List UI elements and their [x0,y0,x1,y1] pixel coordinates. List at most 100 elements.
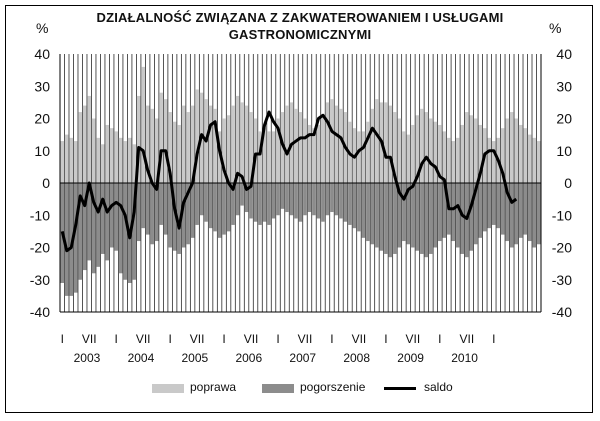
bar-poprawa [114,131,118,183]
bar-poprawa [357,131,361,183]
bar-poprawa [339,108,343,183]
bar-pogorszenie [132,183,136,280]
bar-poprawa [226,115,231,183]
bar-pogorszenie [527,183,532,242]
bar-pogorszenie [109,183,114,248]
x-tick-label-month: I [492,332,495,346]
bar-pogorszenie [334,183,339,216]
x-tick-label-month: I [276,332,279,346]
bar-pogorszenie [352,183,357,229]
y-tick-label-left: -10 [30,207,50,223]
bar-poprawa [402,131,406,183]
x-tick-label-year: 2010 [451,351,478,365]
bar-poprawa [181,105,186,183]
bar-pogorszenie [303,183,307,216]
bar-poprawa [469,115,474,183]
bar-pogorszenie [231,183,235,225]
x-tick-label-year: 2003 [74,351,101,365]
bar-pogorszenie [159,183,163,225]
bar-poprawa [222,118,226,183]
bar-pogorszenie [294,183,298,219]
bar-pogorszenie [289,183,294,216]
line-saldo [60,110,518,253]
bar-pogorszenie [186,183,190,245]
bar-pogorszenie [411,183,415,248]
saldo-line-layer [60,110,518,253]
bar-pogorszenie [82,183,87,271]
bar-pogorszenie [105,183,109,261]
bar-poprawa [442,131,447,183]
bar-pogorszenie [136,183,141,242]
bar-pogorszenie [433,183,438,248]
y-tick-label-right: 10 [556,143,572,159]
bar-poprawa [168,112,172,183]
bar-pogorszenie [168,183,172,248]
bar-pogorszenie [420,183,424,254]
bar-pogorszenie [361,183,366,238]
bar-poprawa [451,141,456,183]
bar-poprawa [285,105,289,183]
y-tick-label-left: 20 [34,111,50,127]
bar-pogorszenie [87,183,92,261]
bar-pogorszenie [204,183,208,222]
x-tick-label-month: I [222,332,225,346]
x-tick-label-month: I [115,332,118,346]
bar-poprawa [64,134,69,183]
y-tick-label-right: -30 [552,272,572,288]
bar-pogorszenie [316,183,321,219]
bar-poprawa [262,128,267,183]
bar-pogorszenie [123,183,127,280]
bar-pogorszenie [492,183,496,225]
y-tick-label-right: 40 [556,46,572,62]
bar-pogorszenie [199,183,204,216]
bar-poprawa [420,108,424,183]
bar-poprawa [141,66,145,183]
legend-label-poprawa: poprawa [190,380,237,394]
bar-poprawa [505,118,510,183]
bar-pogorszenie [460,183,465,254]
y-tick-label-left: -20 [30,240,50,256]
bar-pogorszenie [402,183,406,242]
bar-poprawa [159,92,163,183]
x-tick-label-month: I [61,332,64,346]
bar-poprawa [487,137,492,183]
bar-pogorszenie [312,183,316,216]
y-tick-label-left: 0 [42,175,50,191]
bar-pogorszenie [96,183,101,267]
x-tick-label-month: I [330,332,333,346]
bar-poprawa [78,112,83,183]
bar-pogorszenie [478,183,483,238]
bar-poprawa [150,108,154,183]
bar-pogorszenie [429,183,433,254]
bar-pogorszenie [190,183,195,238]
x-tick-label-month: VII [406,332,421,346]
bar-poprawa [518,124,523,183]
bar-poprawa [438,124,442,183]
x-tick-label-month: I [438,332,441,346]
bar-pogorszenie [154,183,159,242]
bar-pogorszenie [141,183,145,229]
legend-swatch-saldo [384,387,416,390]
bar-pogorszenie [532,183,537,248]
bar-pogorszenie [514,183,519,245]
bar-poprawa [127,137,132,183]
x-tick-label-month: I [384,332,387,346]
bar-poprawa [172,121,177,183]
bar-poprawa [132,144,136,183]
bar-pogorszenie [222,183,226,235]
bar-poprawa [460,124,465,183]
bar-pogorszenie [240,183,244,206]
bar-poprawa [177,124,181,183]
bar-poprawa [190,105,195,183]
bar-pogorszenie [375,183,379,248]
legend-label-saldo: saldo [424,380,453,394]
bar-poprawa [163,99,168,183]
bar-pogorszenie [195,183,199,225]
bar-pogorszenie [249,183,253,219]
bar-poprawa [118,137,123,183]
bar-pogorszenie [384,183,388,254]
bar-pogorszenie [114,183,118,251]
bar-pogorszenie [325,183,330,216]
bar-pogorszenie [118,183,123,274]
bar-poprawa [60,141,65,183]
